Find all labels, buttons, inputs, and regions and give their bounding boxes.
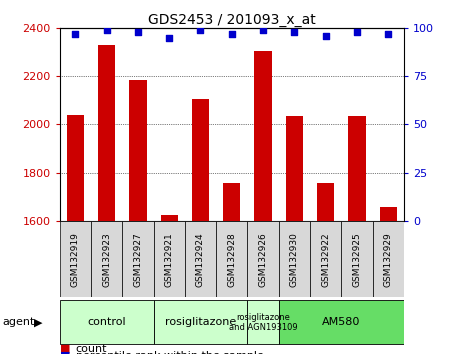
Point xyxy=(197,27,204,33)
Text: ■: ■ xyxy=(60,344,70,354)
Point xyxy=(228,31,235,37)
Bar xyxy=(279,300,404,344)
Text: GSM132929: GSM132929 xyxy=(384,232,393,287)
Bar xyxy=(279,221,310,297)
Bar xyxy=(310,221,341,297)
Bar xyxy=(223,183,241,221)
Text: AM580: AM580 xyxy=(322,317,360,327)
Text: rosiglitazone: rosiglitazone xyxy=(165,317,236,327)
Bar xyxy=(348,116,365,221)
Bar xyxy=(254,51,272,221)
Bar xyxy=(380,207,397,221)
Bar xyxy=(122,221,154,297)
Bar xyxy=(60,221,91,297)
Text: GSM132928: GSM132928 xyxy=(227,232,236,287)
Bar xyxy=(373,221,404,297)
Point xyxy=(166,35,173,41)
Text: ■: ■ xyxy=(60,351,70,354)
Point xyxy=(291,29,298,35)
Bar xyxy=(129,80,146,221)
Point xyxy=(134,29,141,35)
Bar xyxy=(286,116,303,221)
Bar xyxy=(317,183,334,221)
Bar xyxy=(185,221,216,297)
Text: rosiglitazone
and AGN193109: rosiglitazone and AGN193109 xyxy=(229,313,297,332)
Text: GSM132927: GSM132927 xyxy=(134,232,142,287)
Point xyxy=(259,27,267,33)
Bar xyxy=(216,221,247,297)
Bar xyxy=(247,300,279,344)
Bar xyxy=(91,221,122,297)
Text: GSM132926: GSM132926 xyxy=(258,232,268,287)
Text: GSM132923: GSM132923 xyxy=(102,232,111,287)
Bar xyxy=(341,221,373,297)
Text: GSM132922: GSM132922 xyxy=(321,232,330,287)
Text: count: count xyxy=(76,344,107,354)
Bar xyxy=(60,300,154,344)
Text: agent: agent xyxy=(2,317,35,327)
Bar xyxy=(98,45,115,221)
Point xyxy=(353,29,361,35)
Text: GSM132930: GSM132930 xyxy=(290,232,299,287)
Bar xyxy=(67,115,84,221)
Text: percentile rank within the sample: percentile rank within the sample xyxy=(76,351,263,354)
Bar xyxy=(247,221,279,297)
Bar xyxy=(154,300,247,344)
Text: GSM132921: GSM132921 xyxy=(165,232,174,287)
Point xyxy=(322,33,330,39)
Bar xyxy=(154,221,185,297)
Text: GSM132924: GSM132924 xyxy=(196,232,205,287)
Text: ▶: ▶ xyxy=(34,317,43,327)
Text: GSM132919: GSM132919 xyxy=(71,232,80,287)
Title: GDS2453 / 201093_x_at: GDS2453 / 201093_x_at xyxy=(148,13,316,27)
Text: control: control xyxy=(87,317,126,327)
Point xyxy=(385,31,392,37)
Bar xyxy=(192,99,209,221)
Bar xyxy=(161,215,178,221)
Point xyxy=(72,31,79,37)
Point xyxy=(103,27,110,33)
Text: GSM132925: GSM132925 xyxy=(353,232,362,287)
